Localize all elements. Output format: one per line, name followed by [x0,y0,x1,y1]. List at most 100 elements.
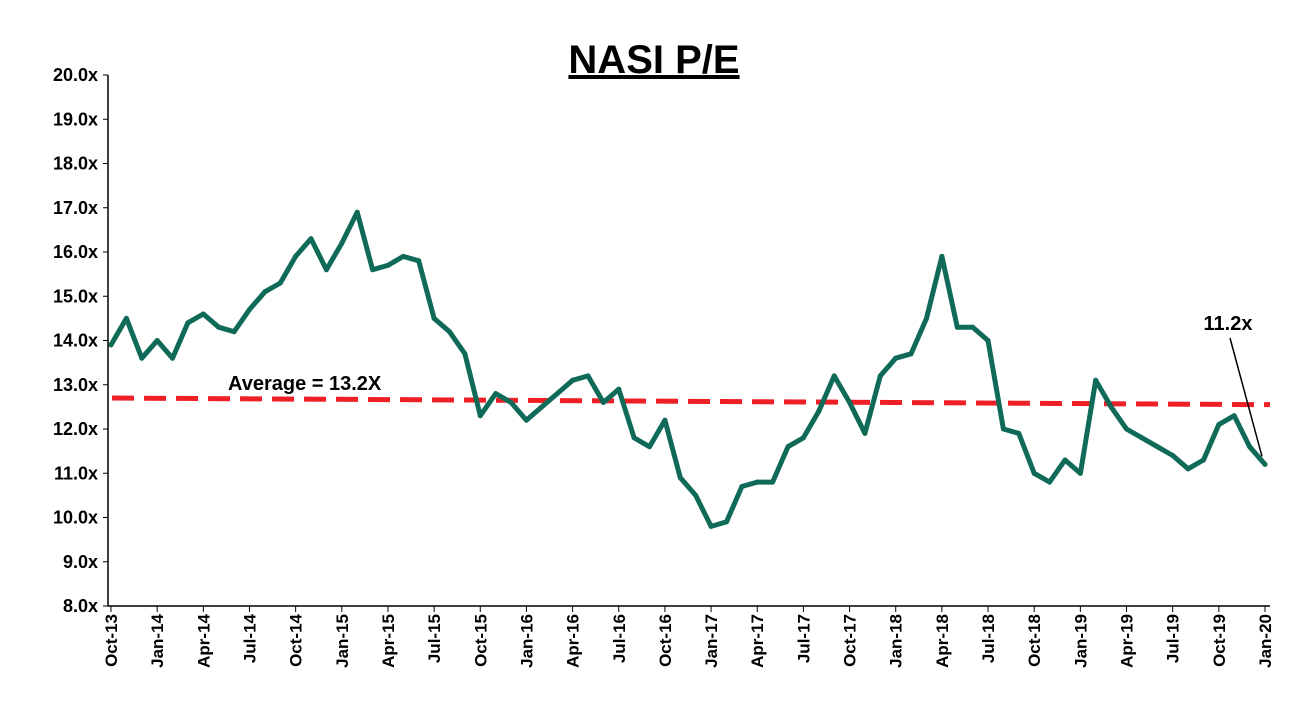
y-tick-label: 20.0x [53,65,98,85]
y-tick-label: 17.0x [53,198,98,218]
data-point [447,329,452,335]
data-point [1247,444,1253,450]
data-point [400,253,406,259]
data-point [108,342,114,348]
data-point [1185,466,1191,472]
data-point [1031,470,1037,476]
x-tick-label: Jan-20 [1256,614,1275,668]
data-point [508,400,514,405]
x-tick-label: Jul-16 [610,614,629,663]
data-point [800,435,806,441]
x-tick-label: Jan-17 [702,614,721,668]
data-point [770,479,776,485]
y-tick-label: 11.0x [54,463,98,483]
data-point [677,475,683,481]
x-tick-label: Oct-14 [287,613,306,666]
chart-axes [107,75,1270,607]
reference-lines: Average = 13.2X [111,373,1271,408]
x-tick-label: Jan-15 [333,614,352,668]
data-point [616,386,622,392]
data-point [539,404,545,410]
x-tick-label: Jul-14 [240,613,259,663]
y-tick-label: 19.0x [53,109,98,129]
data-point [385,262,391,268]
average-line [111,395,1271,408]
data-point [600,400,606,405]
x-tick-label: Jul-19 [1164,614,1183,663]
data-point [908,351,914,357]
x-tick-label: Apr-17 [748,614,767,668]
x-tick-label: Oct-16 [656,614,675,667]
chart-title: NASI P/E [568,38,739,82]
data-point [631,435,637,441]
data-point [554,391,560,397]
data-point [662,417,668,423]
data-point [1170,453,1176,458]
x-tick-label: Jan-16 [517,614,536,668]
y-tick-label: 9.0x [63,552,98,572]
x-tick-label: Oct-19 [1210,614,1229,667]
y-tick-label: 13.0x [53,375,98,395]
x-tick-label: Apr-16 [564,614,583,668]
data-point [477,413,483,419]
data-point [1201,457,1206,463]
data-point [323,267,329,273]
average-label: Average = 13.2X [228,373,382,395]
data-point [493,391,499,397]
y-tick-label: 8.0x [63,596,98,616]
x-tick-label: Jan-18 [887,614,906,668]
data-point [939,253,945,259]
data-point [123,315,129,321]
data-point [693,492,699,498]
data-point [985,338,991,343]
x-tick-label: Oct-13 [102,614,121,667]
data-point [170,355,175,361]
data-point [724,519,729,525]
data-point [585,373,591,379]
data-point [739,484,745,489]
data-point [1077,470,1083,476]
y-tick-label: 16.0x [53,242,98,262]
data-point [1108,404,1114,410]
y-tick-label: 12.0x [53,419,98,439]
data-point [954,324,960,330]
x-tick-label: Jul-15 [425,614,444,663]
data-point [154,338,160,343]
data-point [831,373,837,379]
x-tick-label: Jul-17 [794,614,813,663]
data-point [308,236,314,242]
data-point [1154,444,1160,450]
data-point [708,523,714,529]
data-point [293,253,299,259]
y-tick-label: 10.0x [53,508,98,528]
data-point [1231,413,1237,419]
data-point [924,315,929,321]
data-point [416,258,422,264]
data-point [1216,422,1222,428]
data-point [816,408,822,414]
data-point [1047,479,1053,485]
data-point [277,280,283,286]
data-point [1093,377,1099,383]
x-tick-label: Jul-18 [979,614,998,663]
data-point [570,377,576,383]
data-point [523,417,529,423]
x-tick-label: Apr-15 [379,614,398,668]
y-tick-label: 18.0x [53,154,98,174]
data-point [354,209,360,215]
data-point [754,479,760,485]
data-point [339,240,345,246]
data-point [877,373,883,379]
data-point [370,267,376,273]
data-point [647,444,652,450]
x-tick-label: Jan-14 [148,613,167,667]
data-point [139,355,145,361]
data-point [1124,426,1129,432]
data-point [247,307,252,312]
data-point [862,430,868,436]
data-point [431,315,437,321]
x-tick-label: Apr-19 [1118,614,1137,668]
y-tick-label: 15.0x [53,286,98,306]
data-point [462,351,468,357]
